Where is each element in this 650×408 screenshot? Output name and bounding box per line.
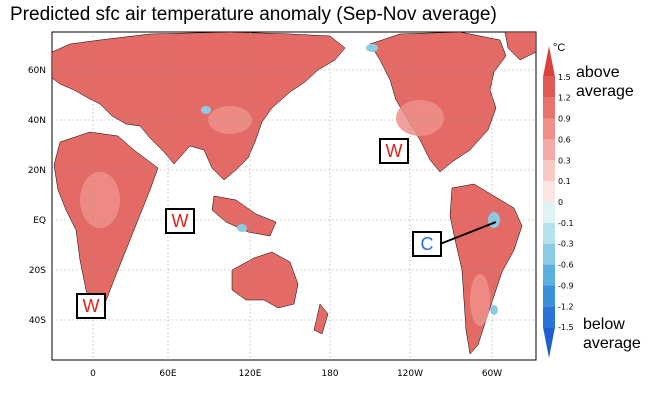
lon-tick-label: 120W [397, 369, 423, 379]
below-label-2: average [583, 335, 641, 352]
colorbar-level-label: 0 [558, 198, 563, 207]
above-label-2: average [576, 83, 634, 100]
colorbar-level-label: -0.9 [558, 281, 574, 290]
lat-tick-label: 40S [29, 316, 46, 326]
above-label-1: above [576, 64, 620, 81]
lon-tick-label: 60E [159, 369, 176, 379]
colorbar-segment [543, 46, 555, 77]
pointer-line [439, 221, 497, 245]
warm-label-south-atlantic: W [76, 293, 106, 319]
colorbar-level-label: 0.6 [558, 135, 571, 144]
lat-tick-label: 20S [29, 266, 46, 276]
grid-lines [52, 32, 536, 360]
colorbar-segment [543, 285, 555, 307]
colorbar-segment [543, 202, 555, 223]
australia [231, 251, 299, 309]
colorbar-level-label: 1.2 [558, 94, 571, 103]
colorbar-level-label: 0.1 [558, 177, 571, 186]
colorbar-segment [543, 181, 555, 202]
colorbar-segment [543, 160, 555, 182]
colorbar-level-label: 1.5 [558, 73, 571, 82]
lon-tick-label: 60W [482, 369, 502, 379]
colorbar-level-label: -1.2 [558, 302, 574, 311]
land-masses [51, 31, 537, 355]
cool-label-south-america: C [412, 231, 442, 257]
colorbar: 1.5 1.2 0.9 0.6 0.3 0.1 0 -0.1 -0.3 -0.6 -0.9 -1.2 -… [543, 46, 574, 358]
colorbar-segment [543, 327, 555, 358]
lon-tick-label: 180 [321, 369, 338, 379]
colorbar-level-label: 0.3 [558, 156, 571, 165]
colorbar-segment [543, 306, 555, 328]
north-america [369, 31, 507, 173]
colorbar-segment [543, 222, 555, 244]
colorbar-level-label: -0.6 [558, 261, 574, 270]
colorbar-level-label: -0.3 [558, 240, 574, 249]
below-label-1: below [583, 316, 625, 333]
lat-tick-label: 60N [28, 66, 46, 76]
colorbar-segment [543, 264, 555, 286]
maritime-continent [211, 195, 277, 237]
colorbar-level-label: -0.1 [558, 219, 574, 228]
colorbar-segment [543, 76, 555, 98]
warm-label-indian-ocean: W [165, 208, 195, 234]
lat-tick-label: 20N [28, 166, 46, 176]
colorbar-segment [543, 97, 555, 119]
colorbar-segment [543, 243, 555, 265]
new-zealand [313, 303, 329, 335]
greenland [504, 31, 537, 61]
colorbar-segment [543, 139, 555, 161]
colorbar-segment [543, 118, 555, 140]
map-title: Predicted sfc air temperature anomaly (S… [10, 4, 497, 25]
warm-label-north-pacific: W [379, 138, 409, 164]
colorbar-unit: °C [553, 42, 566, 54]
lon-tick-label: 0 [90, 369, 96, 379]
colorbar-level-label: -1.5 [558, 323, 574, 332]
lat-tick-label: EQ [33, 216, 46, 226]
lon-tick-label: 120E [239, 369, 262, 379]
colorbar-level-label: 0.9 [558, 115, 571, 124]
lat-tick-label: 40N [28, 116, 46, 126]
